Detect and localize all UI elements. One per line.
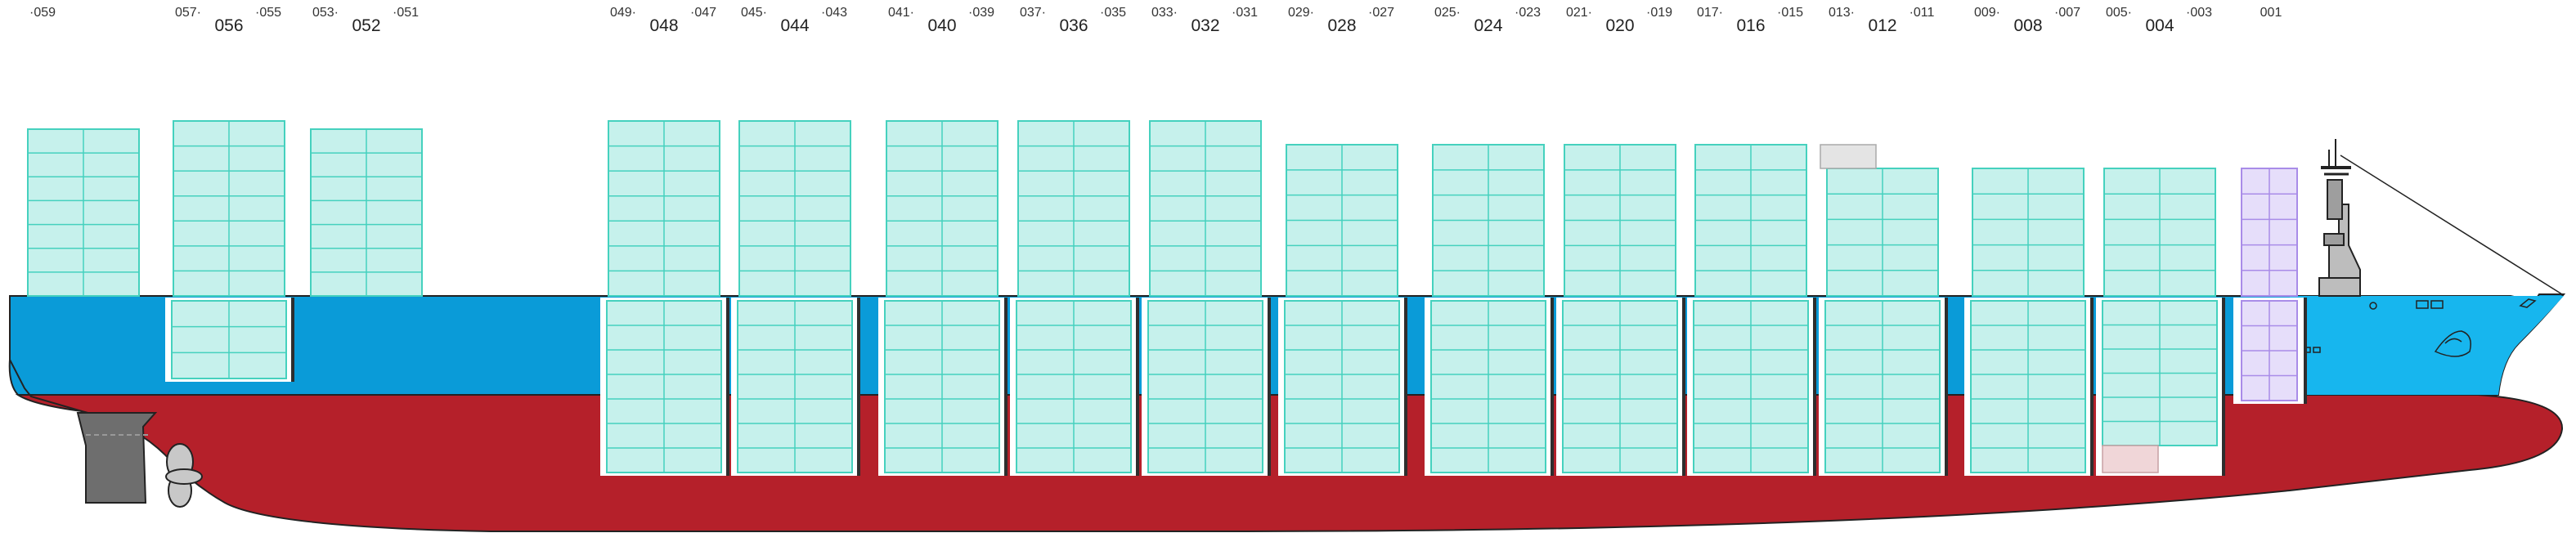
hold-stack-b004 <box>2102 300 2218 446</box>
bay-label-odd-021: 021· <box>1566 6 1592 20</box>
hold-stack-b016 <box>1693 300 1809 473</box>
bay-label-odd-009: 009· <box>1974 6 2000 20</box>
deck-stack-b004 <box>2103 168 2216 297</box>
deck-stack-b036 <box>1017 120 1130 297</box>
hold-stack-b001 <box>2241 300 2298 401</box>
bay-label-even-040: 040 <box>927 16 956 35</box>
hold-stack-b028 <box>1284 300 1400 473</box>
bay-label-even-044: 044 <box>780 16 809 35</box>
deck-stack-b016 <box>1694 144 1807 297</box>
bow-markings <box>2293 298 2537 357</box>
rudder <box>76 412 158 504</box>
bay-label-odd-017: 017· <box>1697 6 1723 20</box>
superstructure <box>2318 139 2361 297</box>
bay-label-odd-023: ·023 <box>1515 6 1541 20</box>
deck-stack-b020 <box>1564 144 1676 297</box>
bay-label-odd-049: 049· <box>610 6 636 20</box>
bay-label-odd-005: 005· <box>2106 6 2132 20</box>
bay-label-even-024: 024 <box>1474 16 1502 35</box>
deck-stack-b056 <box>173 120 285 297</box>
bay-label-odd-047: ·047 <box>690 6 716 20</box>
deck-stack-b052 <box>310 128 423 297</box>
bay-label-odd-033: 033· <box>1151 6 1178 20</box>
bay-label-odd-015: ·015 <box>1777 6 1803 20</box>
hold-stack-b044 <box>737 300 853 473</box>
bay-label-odd-035: ·035 <box>1100 6 1126 20</box>
hull-bow-light <box>2290 296 2564 395</box>
hold-stack-b040 <box>884 300 1000 473</box>
hold-stack-b056 <box>171 300 287 379</box>
bay-label-odd-041: 041· <box>888 6 914 20</box>
bay-label-even-036: 036 <box>1059 16 1088 35</box>
bay-label-odd-051: ·051 <box>393 6 419 20</box>
deck-stack-b008 <box>1972 168 2085 297</box>
hold-stack-b020 <box>1562 300 1678 473</box>
deck-stack-b012 <box>1826 168 1939 297</box>
empty-hold-slot-b004 <box>2102 445 2159 473</box>
bay-label-odd-055: ·055 <box>255 6 281 20</box>
bay-label-odd-027: ·027 <box>1368 6 1394 20</box>
bay-label-even-008: 008 <box>2013 16 2042 35</box>
bay-label-odd-019: ·019 <box>1646 6 1672 20</box>
deck-stack-b044 <box>738 120 851 297</box>
bay-label-even-004: 004 <box>2145 16 2174 35</box>
bay-label-odd-031: ·031 <box>1232 6 1258 20</box>
bay-label-even-056: 056 <box>214 16 243 35</box>
bay-label-even-012: 012 <box>1868 16 1896 35</box>
empty-slot-b012 <box>1820 144 1877 169</box>
bay-label-odd-053: 053· <box>312 6 339 20</box>
deck-stack-b059 <box>27 128 140 297</box>
bay-label-odd-013: 013· <box>1829 6 1855 20</box>
bay-labels: ·059 057· ·055 056 053· ·051 052 049· ·047 048 045… <box>29 6 2282 35</box>
bay-label-even-016: 016 <box>1736 16 1765 35</box>
bay-label-even-020: 020 <box>1605 16 1634 35</box>
deck-stack-b024 <box>1432 144 1545 297</box>
deck-stack-b032 <box>1149 120 1262 297</box>
hull-stern <box>9 296 83 412</box>
bay-label-odd-045: 045· <box>741 6 767 20</box>
propeller <box>165 443 203 508</box>
deck-stack-b040 <box>886 120 999 297</box>
hold-stack-b008 <box>1970 300 2086 473</box>
hold-stack-b024 <box>1430 300 1546 473</box>
hold-stack-b012 <box>1824 300 1941 473</box>
bay-label-even-048: 048 <box>649 16 678 35</box>
bay-label-odd-029: 029· <box>1288 6 1314 20</box>
hold-stack-b036 <box>1016 300 1132 473</box>
bay-label-even-028: 028 <box>1327 16 1356 35</box>
bay-label-odd-003: ·003 <box>2186 6 2212 20</box>
bay-label-even-052: 052 <box>352 16 380 35</box>
bay-label-odd-011: ·011 <box>1910 6 1935 20</box>
hold-stack-b048 <box>606 300 722 473</box>
bay-label-odd-057: 057· <box>175 6 201 20</box>
container-bays <box>27 120 2307 476</box>
bay-label-odd-037: 037· <box>1020 6 1046 20</box>
bay-label-odd-039: ·039 <box>968 6 994 20</box>
bay-label-odd-025: 025· <box>1434 6 1461 20</box>
deck-stack-b048 <box>608 120 720 297</box>
bay-label-odd-001: 001 <box>2260 6 2282 20</box>
bay-label-odd-043: ·043 <box>821 6 847 20</box>
bay-label-even-032: 032 <box>1191 16 1219 35</box>
hold-stack-b032 <box>1147 300 1263 473</box>
bay-label-odd-059: ·059 <box>29 6 56 20</box>
deck-stack-b028 <box>1286 144 1398 297</box>
bay-label-odd-007: ·007 <box>2054 6 2080 20</box>
deck-stack-b001 <box>2241 168 2298 297</box>
